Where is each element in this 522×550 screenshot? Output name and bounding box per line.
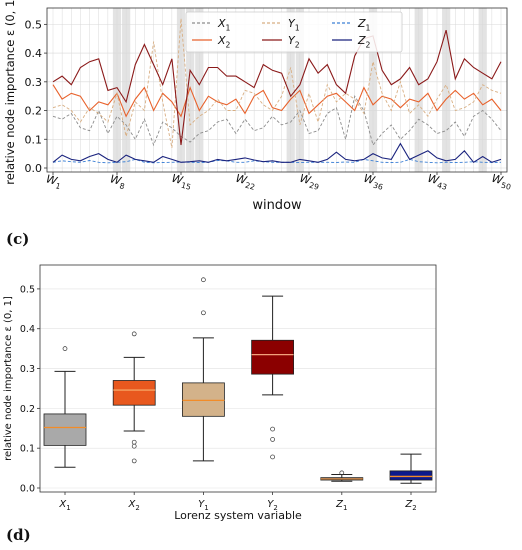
plot-frame-c bbox=[46, 7, 508, 173]
x-tick-label: W1 bbox=[44, 172, 63, 191]
box-Y2 bbox=[251, 339, 295, 375]
y-tick-label: 0.0 bbox=[25, 162, 43, 175]
x-tick-label: W8 bbox=[108, 172, 127, 191]
series-line-X2 bbox=[52, 84, 502, 118]
flier-X1 bbox=[62, 346, 68, 351]
y-tick-label: 0.5 bbox=[20, 284, 35, 295]
y-tick-label: 0.2 bbox=[20, 404, 35, 415]
flier-Y2 bbox=[270, 437, 275, 442]
series-line-Z2 bbox=[52, 142, 502, 164]
flier-Y1 bbox=[201, 310, 206, 316]
x-tick-label-Y1: Y1 bbox=[198, 499, 209, 512]
x-tick-label: W15 bbox=[170, 172, 194, 192]
plot-frame-d bbox=[39, 264, 437, 493]
legend-label-X2: X2 bbox=[217, 34, 231, 49]
x-axis-label-d: Lorenz system variable bbox=[174, 509, 302, 522]
y-tick-label: 0.0 bbox=[20, 484, 35, 495]
y-tick-label: 0.1 bbox=[20, 444, 35, 455]
boxes-d bbox=[43, 277, 433, 484]
flier-Y2 bbox=[270, 454, 275, 460]
flier-Z1 bbox=[339, 470, 345, 476]
y-tick-label: 0.2 bbox=[25, 105, 43, 118]
flier-X2 bbox=[131, 439, 137, 445]
series-line-Z1 bbox=[52, 158, 502, 164]
y-tick-label: 0.4 bbox=[25, 47, 43, 60]
flier-Y2 bbox=[270, 426, 275, 432]
x-tick-label-X1: X1 bbox=[58, 499, 70, 512]
y-tick-label: 0.3 bbox=[25, 76, 43, 89]
x-tick-labels-d: X1 X2 Y1 Y2 Z1 Z2 bbox=[58, 492, 417, 512]
flier-Y1 bbox=[201, 277, 206, 283]
y-tick-label: 0.1 bbox=[25, 133, 43, 146]
series-line-X1 bbox=[52, 95, 502, 147]
box-chart-d: 0.0 0.1 0.2 0.3 0.4 0.5 X1 X2 Y1 Y2 Z1 Z2 relative… bbox=[3, 264, 437, 522]
flier-X2 bbox=[131, 458, 137, 464]
x-tick-label-Z2: Z2 bbox=[404, 499, 416, 512]
box-Z2 bbox=[389, 470, 433, 481]
series-lines-c bbox=[52, 18, 502, 164]
legend-label-Z2: Z2 bbox=[357, 34, 371, 49]
y-tick-label: 0.4 bbox=[20, 324, 35, 335]
x-tick-label: W50 bbox=[490, 172, 514, 192]
line-chart-c: 0.0 0.1 0.2 0.3 0.4 0.5 W1 W8 W15 W22 W29 W36 W43 W5… bbox=[3, 0, 514, 213]
legend-c: X1 Y1 Z1 X2 Y2 Z2 bbox=[185, 11, 403, 53]
y-tick-label: 0.3 bbox=[20, 364, 35, 375]
legend-label-Z1: Z1 bbox=[357, 17, 371, 32]
x-tick-label: W22 bbox=[234, 172, 258, 192]
y-tick-labels-d: 0.0 0.1 0.2 0.3 0.4 0.5 bbox=[20, 284, 40, 495]
y-axis-label-c: relative node importance ε (0, 1] bbox=[3, 0, 17, 185]
panel-label-c: (c) bbox=[6, 230, 30, 248]
x-tick-label: W43 bbox=[426, 172, 450, 192]
x-axis-label-c: window bbox=[252, 198, 302, 213]
legend-box bbox=[185, 11, 403, 53]
x-tick-label: W36 bbox=[362, 172, 386, 192]
x-tick-label: W29 bbox=[298, 172, 322, 192]
box-X1 bbox=[43, 413, 87, 446]
y-tick-label: 0.5 bbox=[25, 18, 43, 31]
legend-label-Y1: Y1 bbox=[288, 17, 300, 32]
series-line-Y2 bbox=[52, 29, 502, 146]
panel-label-d: (d) bbox=[6, 526, 31, 544]
series-line-Y1 bbox=[52, 18, 502, 148]
y-tick-labels-c: 0.0 0.1 0.2 0.3 0.4 0.5 bbox=[25, 18, 47, 175]
x-tick-label-Z1: Z1 bbox=[335, 499, 347, 512]
legend-label-Y2: Y2 bbox=[288, 34, 300, 49]
y-axis-label-d: relative node importance ε (0, 1] bbox=[3, 296, 14, 461]
box-Y1 bbox=[181, 382, 225, 417]
x-tick-labels-c: W1 W8 W15 W22 W29 W36 W43 W50 bbox=[44, 172, 514, 192]
flier-X2 bbox=[131, 331, 137, 337]
box-X2 bbox=[112, 380, 156, 406]
x-tick-label-X2: X2 bbox=[128, 499, 140, 512]
gridlines-d bbox=[40, 288, 436, 489]
legend-label-X1: X1 bbox=[217, 17, 231, 32]
flier-X2 bbox=[131, 443, 137, 449]
x-tick-label-Y2: Y2 bbox=[267, 499, 278, 512]
